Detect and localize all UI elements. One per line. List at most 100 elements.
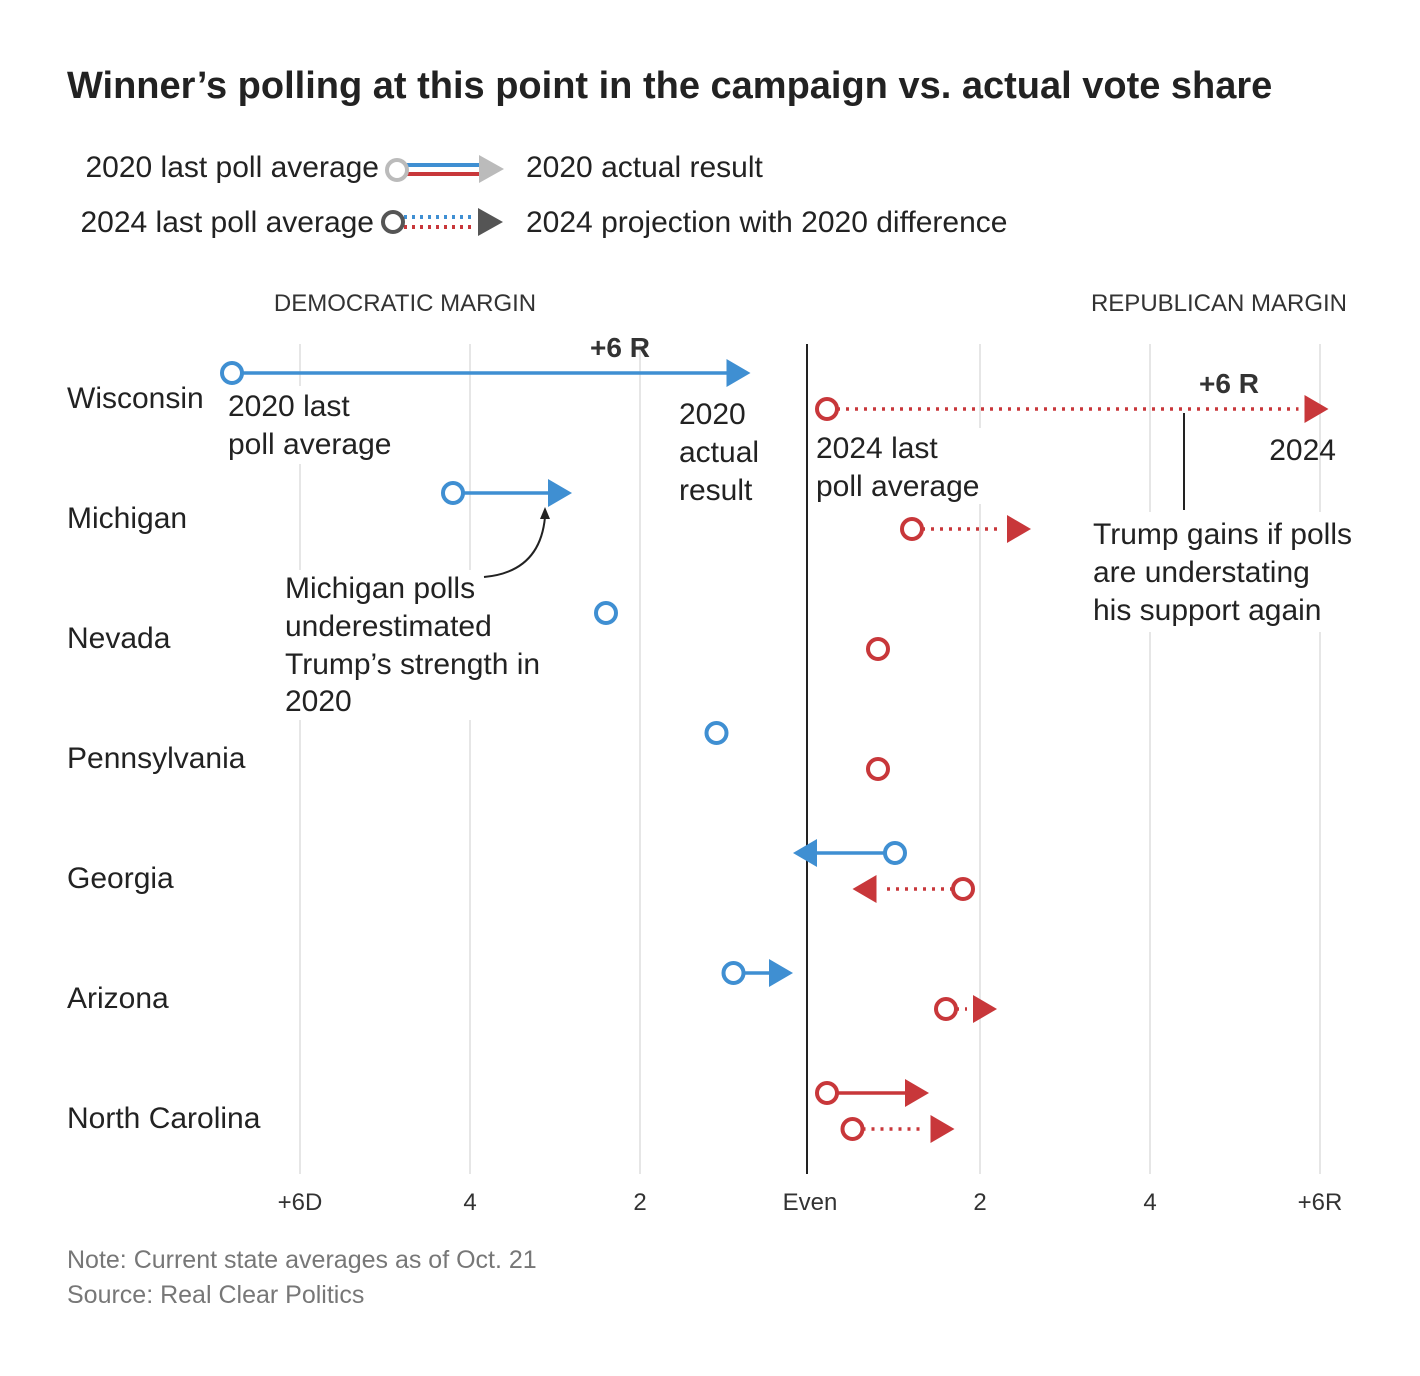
michigan-note: Michigan polls underestimated Trump’s st… xyxy=(285,572,540,718)
note-line: are understating xyxy=(1093,556,1310,589)
wisconsin-2024-gain-label: +6 R xyxy=(1199,368,1259,399)
poll-2024-poll-circle xyxy=(934,997,958,1021)
poll-2020-pair xyxy=(793,839,907,867)
wisconsin-2020-result-note: 2020 actual result xyxy=(679,398,759,507)
poll-2020-poll-circle xyxy=(883,841,907,865)
wisconsin-2024-proj-note: 2024 xyxy=(1269,434,1336,467)
note-line: actual xyxy=(679,436,759,469)
poll-2024-poll-circle xyxy=(815,397,839,421)
poll-2024-poll-circle xyxy=(866,637,890,661)
legend-2024-arrow xyxy=(478,208,503,236)
poll-2020-poll-circle xyxy=(441,481,465,505)
poll-2024-arrow xyxy=(852,875,877,903)
state-label: North Carolina xyxy=(67,1102,261,1135)
poll-2020-arrow xyxy=(793,839,817,867)
data-marks xyxy=(220,359,1329,1143)
note-line: his support again xyxy=(1093,594,1322,627)
state-label: Wisconsin xyxy=(67,382,204,415)
legend-2024-proj-label: 2024 projection with 2020 difference xyxy=(526,206,1007,239)
poll-2024-arrow xyxy=(973,995,997,1023)
poll-2020-pair xyxy=(594,601,618,625)
poll-2024-poll-circle xyxy=(840,1117,865,1141)
poll-2020-arrow xyxy=(769,959,793,987)
poll-2024-pair xyxy=(934,995,997,1023)
poll-2024-pair xyxy=(815,395,1329,423)
x-tick-label: +6D xyxy=(278,1189,323,1216)
poll-2024-poll-circle xyxy=(866,757,890,781)
note-line: 2020 xyxy=(285,685,352,718)
poll-2024-pair xyxy=(840,1115,955,1143)
poll-2020-pair xyxy=(815,1079,929,1107)
poll-2024-arrow xyxy=(930,1115,955,1143)
note-line: Trump’s strength in xyxy=(285,648,540,681)
trump-note: Trump gains if polls are understating hi… xyxy=(1093,518,1352,627)
x-tick-label: 4 xyxy=(463,1189,476,1216)
poll-2024-pair xyxy=(866,757,890,781)
poll-2020-pair xyxy=(441,479,572,507)
legend-2024-poll-label: 2024 last poll average xyxy=(80,206,374,239)
annotation-background xyxy=(222,386,392,464)
state-label: Nevada xyxy=(67,622,171,655)
chart-title: Winner’s polling at this point in the ca… xyxy=(67,65,1272,107)
poll-2020-poll-circle xyxy=(721,961,746,985)
note-line: poll average xyxy=(228,428,391,461)
note-line: Michigan polls xyxy=(285,572,475,605)
footer-source: Source: Real Clear Politics xyxy=(67,1281,364,1309)
x-tick-label: 2 xyxy=(973,1189,986,1216)
gridlines xyxy=(222,344,1361,1174)
poll-2020-poll-circle xyxy=(704,721,729,745)
x-axis-ticks: +6D 4 2 Even 2 4 +6R xyxy=(278,1189,1343,1216)
x-tick-label: +6R xyxy=(1298,1189,1343,1216)
wisconsin-2020-poll-note: 2020 last poll average xyxy=(228,390,391,461)
state-label: Arizona xyxy=(67,982,169,1015)
legend-2020-arrow xyxy=(479,155,504,183)
legend-2020-result-label: 2020 actual result xyxy=(526,151,763,184)
note-line: result xyxy=(679,474,753,507)
poll-2024-pair xyxy=(900,515,1031,543)
michigan-note-pointer xyxy=(483,516,546,578)
poll-2020-arrow xyxy=(905,1079,929,1107)
x-tick-label: Even xyxy=(783,1189,838,1216)
poll-2020-arrow xyxy=(726,359,751,387)
state-labels: Wisconsin Michigan Nevada Pennsylvania Georg… xyxy=(67,382,261,1135)
poll-2024-arrow xyxy=(1007,515,1031,543)
poll-2024-poll-circle xyxy=(951,877,975,901)
note-line: poll average xyxy=(816,470,979,503)
poll-2024-pair xyxy=(852,875,975,903)
legend-2020-poll-circle xyxy=(385,158,409,182)
wisconsin-2020-gain-label: +6 R xyxy=(590,332,650,363)
state-label: Michigan xyxy=(67,502,187,535)
dem-margin-header: DEMOCRATIC MARGIN xyxy=(274,290,536,317)
note-line: 2020 last xyxy=(228,390,350,423)
annotation-background xyxy=(810,428,985,504)
x-tick-label: 4 xyxy=(1143,1189,1156,1216)
poll-2020-pair xyxy=(704,721,729,745)
poll-2020-poll-circle xyxy=(815,1081,839,1105)
legend-2020-poll-label: 2020 last poll average xyxy=(85,151,379,184)
poll-2020-poll-circle xyxy=(220,361,244,385)
state-label: Georgia xyxy=(67,862,174,895)
wisconsin-2024-poll-note: 2024 last poll average xyxy=(816,432,979,503)
annotation-background xyxy=(673,396,771,508)
poll-2024-pair xyxy=(866,637,890,661)
poll-2020-arrow xyxy=(548,479,572,507)
michigan-note-arrowhead xyxy=(540,507,550,519)
note-line: 2020 xyxy=(679,398,746,431)
note-line: 2024 last xyxy=(816,432,938,465)
legend-2024-poll-circle xyxy=(381,210,405,234)
poll-2020-pair xyxy=(721,959,793,987)
poll-2024-poll-circle xyxy=(900,517,924,541)
poll-2020-pair xyxy=(220,359,751,387)
poll-2024-arrow xyxy=(1304,395,1329,423)
note-line: Trump gains if polls xyxy=(1093,518,1352,551)
x-tick-label: 2 xyxy=(633,1189,646,1216)
rep-margin-header: REPUBLICAN MARGIN xyxy=(1091,290,1347,317)
annotations: +6 R +6 R 2020 last poll average 2020 ac… xyxy=(228,332,1352,718)
poll-2020-poll-circle xyxy=(594,601,618,625)
annotation-background xyxy=(278,570,563,720)
footer-note: Note: Current state averages as of Oct. … xyxy=(67,1246,537,1274)
state-label: Pennsylvania xyxy=(67,742,246,775)
legend: 2020 last poll average 2020 actual resul… xyxy=(80,151,1007,239)
annotation-background xyxy=(1086,512,1361,632)
